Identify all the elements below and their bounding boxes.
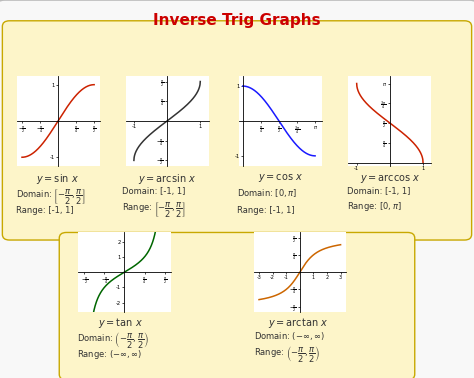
Text: Domain: [-1, 1]: Domain: [-1, 1] — [347, 187, 411, 196]
Text: $y = \sin\, x$: $y = \sin\, x$ — [36, 172, 79, 186]
FancyBboxPatch shape — [59, 232, 415, 378]
Text: Range: $(-\infty, \infty)$: Range: $(-\infty, \infty)$ — [77, 348, 142, 361]
Text: Range: [-1, 1]: Range: [-1, 1] — [237, 206, 295, 215]
Text: Domain: [-1, 1]: Domain: [-1, 1] — [122, 187, 186, 196]
Text: $y = \arccos\, x$: $y = \arccos\, x$ — [360, 172, 420, 185]
Text: $y = \arctan\, x$: $y = \arctan\, x$ — [268, 316, 329, 330]
Text: Domain: $[0,\pi]$: Domain: $[0,\pi]$ — [237, 187, 298, 199]
Text: Inverse Trig Graphs: Inverse Trig Graphs — [153, 13, 321, 28]
Text: Domain: $(-\infty, \infty)$: Domain: $(-\infty, \infty)$ — [254, 330, 325, 342]
FancyBboxPatch shape — [2, 21, 472, 240]
Text: $y = \tan\, x$: $y = \tan\, x$ — [99, 316, 143, 330]
Text: Range: $\left(-\dfrac{\pi}{2}, \dfrac{\pi}{2}\right)$: Range: $\left(-\dfrac{\pi}{2}, \dfrac{\p… — [254, 344, 320, 364]
Text: Range: $[0,\pi]$: Range: $[0,\pi]$ — [347, 200, 402, 213]
Text: Range: $\left[-\dfrac{\pi}{2}, \dfrac{\pi}{2}\right]$: Range: $\left[-\dfrac{\pi}{2}, \dfrac{\p… — [122, 200, 187, 219]
Text: Domain: $\left(-\dfrac{\pi}{2}, \dfrac{\pi}{2}\right)$: Domain: $\left(-\dfrac{\pi}{2}, \dfrac{\… — [77, 330, 149, 350]
Text: Domain: $\left[-\dfrac{\pi}{2}, \dfrac{\pi}{2}\right]$: Domain: $\left[-\dfrac{\pi}{2}, \dfrac{\… — [16, 187, 86, 206]
Text: $y = \cos\, x$: $y = \cos\, x$ — [258, 172, 303, 184]
Text: $y = \arcsin\, x$: $y = \arcsin\, x$ — [137, 172, 196, 186]
Text: Range: [-1, 1]: Range: [-1, 1] — [16, 206, 73, 215]
